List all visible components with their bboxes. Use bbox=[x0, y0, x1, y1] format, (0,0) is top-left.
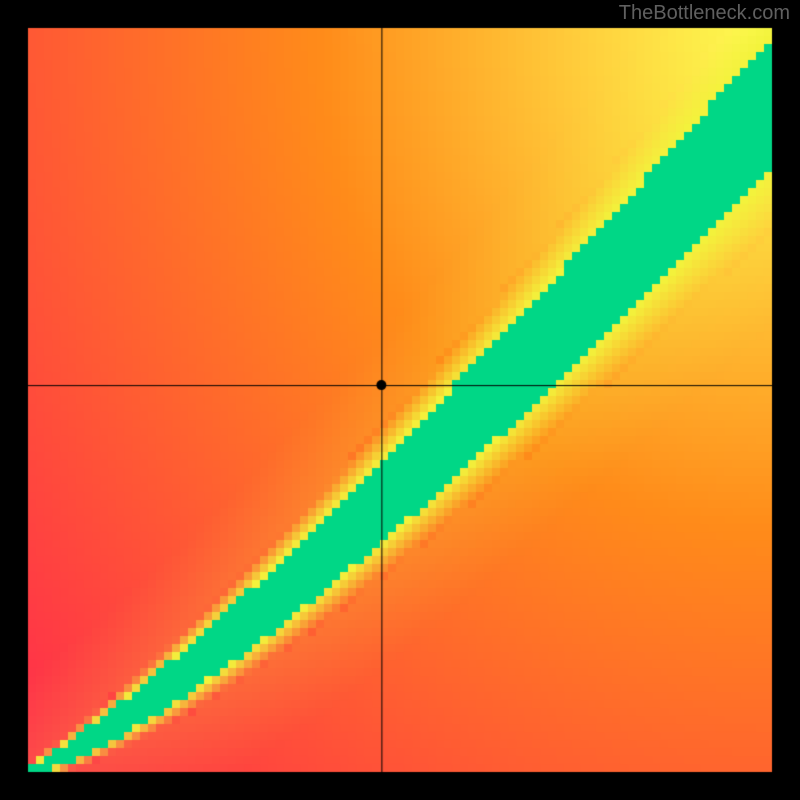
watermark-text: TheBottleneck.com bbox=[619, 2, 790, 25]
heatmap-chart bbox=[0, 0, 800, 800]
chart-container: TheBottleneck.com bbox=[0, 0, 800, 800]
